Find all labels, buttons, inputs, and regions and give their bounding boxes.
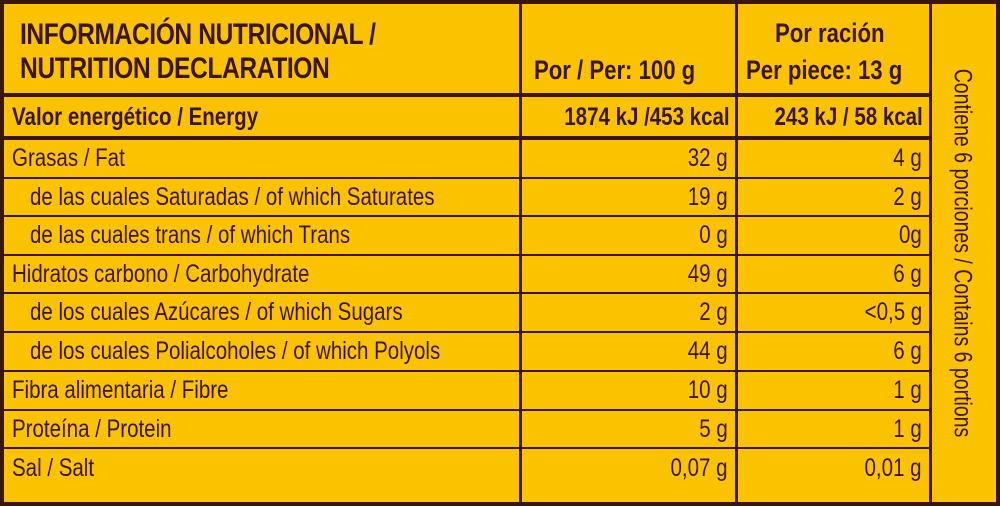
row-label-sugars: de los cuales Azúcares / of which Sugars — [30, 298, 403, 326]
row-divider — [4, 254, 931, 256]
table-title-en: NUTRITION DECLARATION — [20, 52, 330, 85]
value-portion-polyols: 6 g — [893, 337, 922, 365]
value-portion-sugars: <0,5 g — [864, 298, 922, 326]
value-per100-polyols: 44 g — [688, 337, 728, 365]
row-label-fibre: Fibra alimentaria / Fibre — [12, 376, 229, 404]
row-label-trans: de las cuales trans / of which Trans — [30, 221, 351, 249]
value-per100-protein: 5 g — [699, 415, 728, 443]
row-divider — [4, 292, 931, 294]
energy-divider — [4, 136, 931, 140]
value-portion-salt: 0,01 g — [864, 454, 922, 482]
value-per100-energy: 1874 kJ /453 kcal — [564, 103, 730, 131]
value-portion-saturates: 2 g — [893, 183, 922, 211]
row-label-salt: Sal / Salt — [12, 454, 95, 482]
row-label-energy: Valor energético / Energy — [12, 103, 259, 131]
value-per100-fibre: 10 g — [688, 376, 728, 404]
value-portion-protein: 1 g — [893, 415, 922, 443]
value-portion-fat: 4 g — [893, 144, 922, 172]
header-divider — [4, 93, 931, 97]
row-label-polyols: de los cuales Polialcoholes / of which P… — [30, 337, 441, 365]
col-divider-3 — [929, 4, 932, 502]
row-label-carbohydrate: Hidratos carbono / Carbohydrate — [12, 260, 310, 288]
value-per100-carbohydrate: 49 g — [688, 260, 728, 288]
value-portion-fibre: 1 g — [893, 376, 922, 404]
value-per100-fat: 32 g — [688, 144, 728, 172]
row-divider — [4, 447, 931, 449]
value-portion-energy: 243 kJ / 58 kcal — [774, 103, 923, 131]
value-per100-trans: 0 g — [699, 221, 728, 249]
column-header-portion-es: Por ración — [775, 18, 885, 48]
value-per100-sugars: 2 g — [699, 298, 728, 326]
row-label-saturates: de las cuales Saturadas / of which Satur… — [30, 183, 435, 211]
value-per100-saturates: 19 g — [688, 183, 728, 211]
col-divider-2 — [735, 4, 738, 502]
value-portion-carbohydrate: 6 g — [893, 260, 922, 288]
column-header-per100: Por / Per: 100 g — [534, 55, 696, 85]
value-portion-trans: 0g — [899, 221, 922, 249]
row-divider — [4, 177, 931, 179]
row-divider — [4, 215, 931, 217]
row-divider — [4, 409, 931, 411]
row-label-fat: Grasas / Fat — [12, 144, 125, 172]
col-divider-1 — [519, 4, 522, 502]
nutrition-panel — [4, 4, 996, 502]
portions-note: Contiene 6 porciones / Contains 6 portio… — [948, 68, 977, 438]
row-divider — [4, 370, 931, 372]
value-per100-salt: 0,07 g — [670, 454, 728, 482]
table-title-es: INFORMACIÓN NUTRICIONAL / — [20, 18, 376, 51]
row-label-protein: Proteína / Protein — [12, 415, 172, 443]
column-header-portion-en: Per piece: 13 g — [746, 55, 903, 85]
row-divider — [4, 331, 931, 333]
